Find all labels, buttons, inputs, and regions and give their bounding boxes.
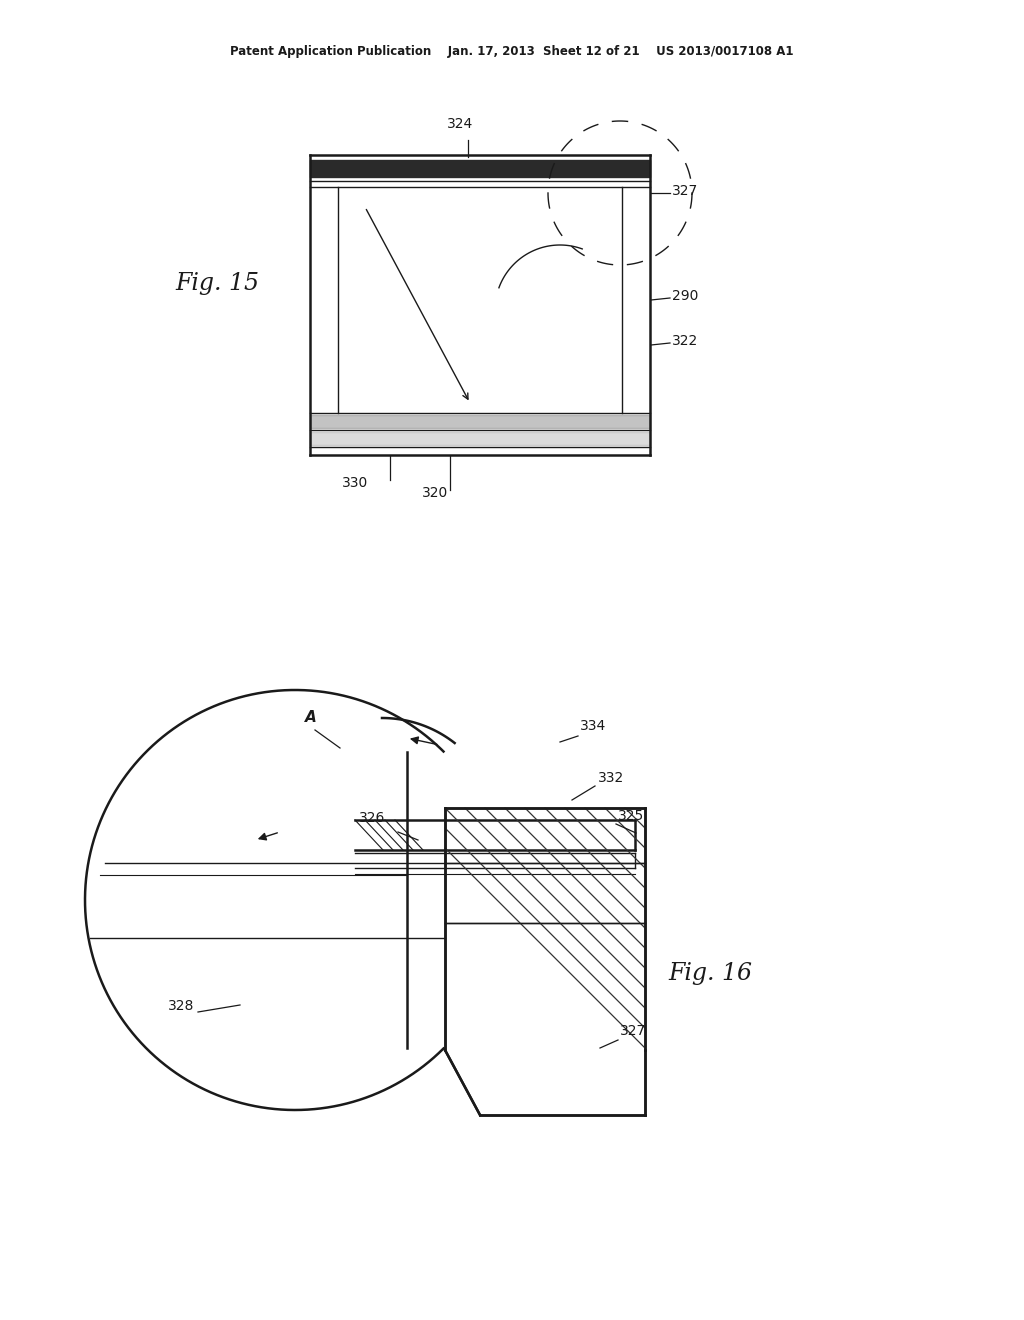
Text: Patent Application Publication    Jan. 17, 2013  Sheet 12 of 21    US 2013/00171: Patent Application Publication Jan. 17, …	[230, 45, 794, 58]
Text: 332: 332	[598, 771, 625, 785]
Text: 290: 290	[672, 289, 698, 304]
Text: 320: 320	[422, 486, 449, 500]
Text: A: A	[305, 710, 316, 725]
Text: Fig. 16: Fig. 16	[668, 962, 752, 985]
Text: 328: 328	[168, 999, 195, 1012]
Text: Fig. 15: Fig. 15	[175, 272, 259, 294]
Text: 326: 326	[358, 810, 385, 825]
Text: 325: 325	[618, 809, 644, 822]
Text: 327: 327	[620, 1024, 646, 1038]
Text: 334: 334	[580, 719, 606, 733]
Text: 327: 327	[672, 183, 698, 198]
Text: 322: 322	[672, 334, 698, 348]
Text: 324: 324	[446, 117, 473, 131]
Text: 330: 330	[342, 477, 368, 490]
